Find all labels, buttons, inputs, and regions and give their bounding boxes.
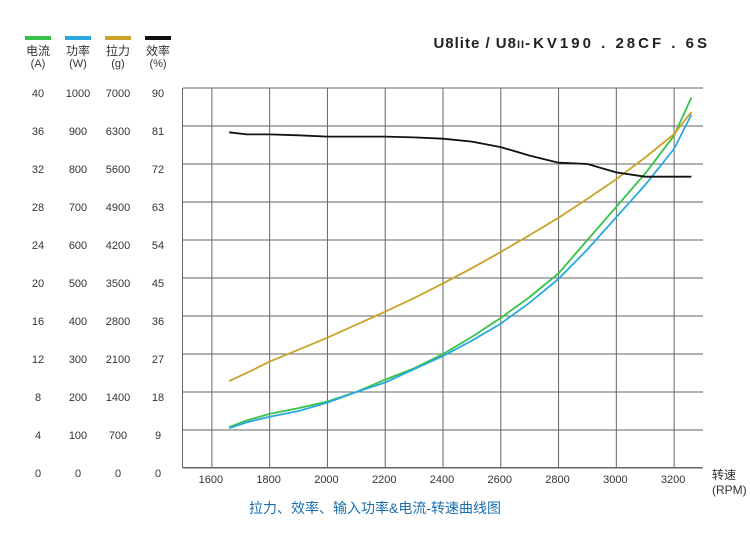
title-a: U8lite / U8 (433, 35, 517, 52)
legend-name: 电流 (26, 44, 50, 58)
title-b: II (517, 39, 525, 51)
y-tick-label: 24 (32, 240, 44, 278)
legend-swatch (145, 36, 171, 40)
y-axis-col: 10009008007006005004003002001000 (58, 88, 98, 506)
x-tick-label: 3200 (661, 474, 685, 486)
y-tick-label: 6300 (106, 126, 130, 164)
y-tick-label: 300 (69, 354, 87, 392)
x-tick-label: 1600 (199, 474, 223, 486)
y-tick-label: 90 (152, 88, 164, 126)
y-axes: 4036322824201612840100090080070060050040… (18, 88, 178, 506)
y-tick-label: 2100 (106, 354, 130, 392)
y-tick-label: 5600 (106, 164, 130, 202)
y-tick-label: 9 (155, 430, 161, 468)
title-c: -KV190 . 28CF . 6S (525, 35, 710, 52)
series-line (229, 112, 691, 381)
y-tick-label: 700 (69, 202, 87, 240)
y-axis-col: 7000630056004900420035002800210014007000 (98, 88, 138, 506)
y-tick-label: 18 (152, 392, 164, 430)
y-tick-label: 54 (152, 240, 164, 278)
y-tick-label: 3500 (106, 278, 130, 316)
y-tick-label: 2800 (106, 316, 130, 354)
chart-title: U8lite / U8II-KV190 . 28CF . 6S (433, 35, 710, 52)
y-tick-label: 600 (69, 240, 87, 278)
y-axis-col: 4036322824201612840 (18, 88, 58, 506)
y-tick-label: 100 (69, 430, 87, 468)
legend-swatch (105, 36, 131, 40)
x-tick-labels: 1600 1800 2000 2200 2400 2600 2800 3000 3200 (182, 474, 702, 494)
y-tick-label: 28 (32, 202, 44, 240)
y-tick-label: 4200 (106, 240, 130, 278)
y-tick-label: 36 (32, 126, 44, 164)
plot-area (182, 88, 702, 468)
legend: 电流(A)功率(W)拉力(g)效率(%) (18, 36, 178, 71)
legend-unit: (%) (149, 58, 166, 71)
legend-swatch (65, 36, 91, 40)
legend-name: 效率 (146, 44, 170, 58)
x-tick-label: 2400 (430, 474, 454, 486)
y-tick-label: 4900 (106, 202, 130, 240)
series-line (229, 115, 691, 429)
y-tick-label: 500 (69, 278, 87, 316)
legend-swatch (25, 36, 51, 40)
y-tick-label: 63 (152, 202, 164, 240)
legend-unit: (A) (31, 58, 46, 71)
y-axis-col: 90817263544536271890 (138, 88, 178, 506)
legend-col: 电流(A) (18, 36, 58, 71)
y-tick-label: 20 (32, 278, 44, 316)
series-line (229, 132, 691, 176)
x-tick-label: 3000 (603, 474, 627, 486)
legend-name: 功率 (66, 44, 90, 58)
legend-col: 拉力(g) (98, 36, 138, 71)
x-tick-label: 2200 (372, 474, 396, 486)
y-tick-label: 27 (152, 354, 164, 392)
legend-col: 功率(W) (58, 36, 98, 71)
x-axis-title: 转速(RPM) (712, 466, 750, 497)
chart-caption: 拉力、效率、输入功率&电流-转速曲线图 (0, 498, 750, 518)
y-tick-label: 4 (35, 430, 41, 468)
y-tick-label: 8 (35, 392, 41, 430)
x-tick-label: 2000 (314, 474, 338, 486)
y-tick-label: 45 (152, 278, 164, 316)
legend-unit: (g) (111, 58, 124, 71)
y-tick-label: 7000 (106, 88, 130, 126)
plot-svg (183, 88, 702, 467)
legend-col: 效率(%) (138, 36, 178, 71)
x-tick-label: 2600 (488, 474, 512, 486)
y-tick-label: 900 (69, 126, 87, 164)
y-tick-label: 81 (152, 126, 164, 164)
y-tick-label: 200 (69, 392, 87, 430)
x-tick-label: 1800 (256, 474, 280, 486)
y-tick-label: 36 (152, 316, 164, 354)
legend-unit: (W) (69, 58, 87, 71)
y-tick-label: 800 (69, 164, 87, 202)
series-line (229, 98, 691, 428)
y-tick-label: 700 (109, 430, 127, 468)
y-tick-label: 40 (32, 88, 44, 126)
y-tick-label: 16 (32, 316, 44, 354)
y-tick-label: 1000 (66, 88, 90, 126)
y-tick-label: 12 (32, 354, 44, 392)
legend-name: 拉力 (106, 44, 130, 58)
y-tick-label: 1400 (106, 392, 130, 430)
y-tick-label: 32 (32, 164, 44, 202)
x-tick-label: 2800 (545, 474, 569, 486)
y-tick-label: 72 (152, 164, 164, 202)
y-tick-label: 400 (69, 316, 87, 354)
